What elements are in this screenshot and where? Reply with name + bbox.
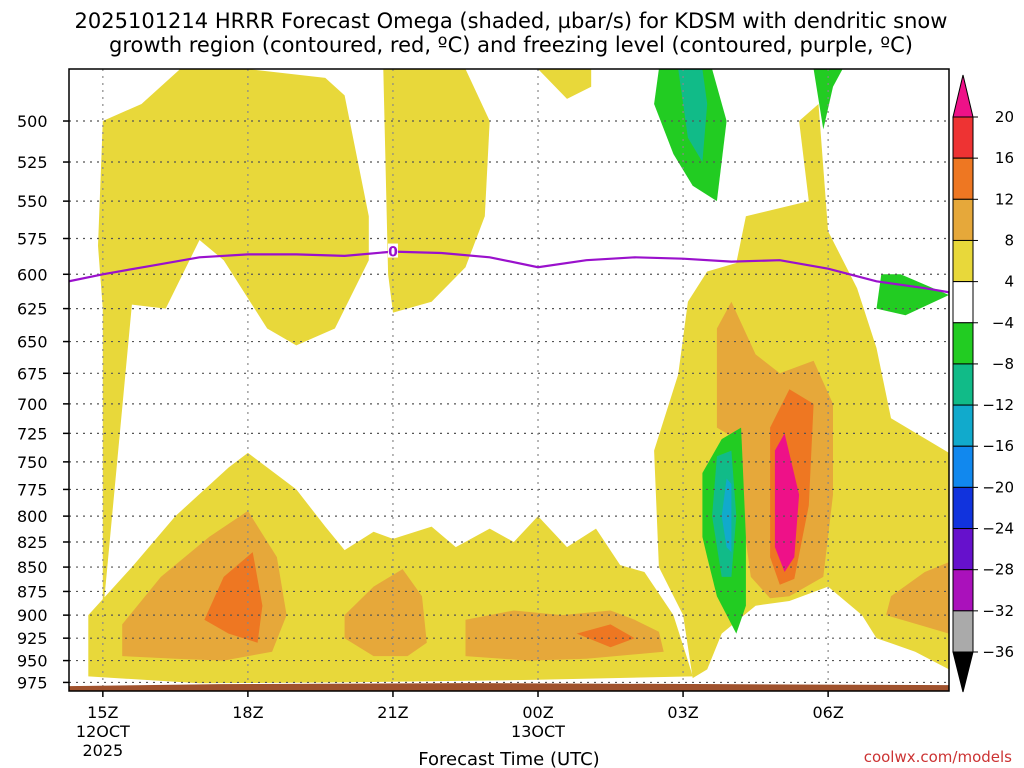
omega-shading (88, 69, 949, 684)
freezing-level: 0 (69, 243, 949, 294)
x-tick-label: 03Z (667, 703, 698, 722)
colorbar-swatch (952, 198, 974, 241)
y-tick-label: 900 (17, 606, 48, 625)
colorbar-label: −36 (982, 643, 1014, 661)
y-tick-label: 875 (17, 582, 48, 601)
omega-region-9 (886, 562, 949, 634)
colorbar-label: −12 (982, 396, 1014, 414)
y-axis-ticks: 500 525 550 575 600 625 650 675 700 725 750 775 800 8… (17, 112, 69, 692)
y-tick-label: 700 (17, 395, 48, 414)
freezing-level-label: 0 (388, 245, 398, 261)
x-tick-year: 2025 (82, 741, 123, 760)
x-tick-label: 06Z (812, 703, 843, 722)
y-tick-label: 850 (17, 558, 48, 577)
colorbar-bottom-arrow (952, 651, 974, 693)
omega-region-0 (98, 69, 369, 616)
colorbar-swatch (952, 239, 974, 283)
omega-region-2 (538, 69, 592, 99)
y-tick-label: 525 (17, 153, 48, 172)
colorbar-label: 20 (995, 108, 1014, 126)
y-tick-label: 750 (17, 453, 48, 472)
colorbar-swatch (952, 404, 974, 447)
colorbar-label: 8 (1004, 231, 1014, 249)
colorbar-swatch (952, 363, 974, 406)
x-tick-date: 13OCT (511, 722, 565, 741)
y-tick-label: 725 (17, 424, 48, 443)
chart-title-line-1: 2025101214 HRRR Forecast Omega (shaded, … (75, 9, 948, 33)
x-tick-label: 00Z (522, 703, 553, 722)
colorbar-swatch (952, 528, 974, 571)
colorbar-swatch (952, 322, 974, 365)
grid-lines (69, 69, 949, 691)
omega-region-20 (721, 478, 732, 553)
colorbar-label: −4 (992, 314, 1014, 332)
y-tick-label: 775 (17, 480, 48, 499)
chart-title-line-2: growth region (contoured, red, ºC) and f… (109, 33, 913, 57)
colorbar-label: −20 (982, 478, 1014, 496)
y-tick-label: 650 (17, 333, 48, 352)
x-tick-label: 15Z (87, 703, 118, 722)
y-tick-label: 925 (17, 629, 48, 648)
colorbar-label: 4 (1004, 273, 1014, 291)
terrain (69, 683, 949, 691)
terrain-band (69, 683, 949, 691)
colorbar: 20 16 12 8 4 −4 −8 −12 −16 −20 −24 −28 −32 −36 (952, 74, 1014, 693)
omega-region-18 (678, 69, 708, 162)
y-tick-label: 800 (17, 507, 48, 526)
colorbar-swatch (952, 569, 974, 612)
omega-region-11 (576, 624, 635, 648)
y-tick-label: 575 (17, 230, 48, 249)
y-tick-label: 950 (17, 652, 48, 671)
omega-region-6 (344, 569, 427, 657)
y-tick-label: 675 (17, 364, 48, 383)
colorbar-swatch (952, 610, 974, 653)
colorbar-label: −16 (982, 437, 1014, 455)
omega-region-13 (774, 433, 800, 572)
plot-frame (68, 68, 950, 692)
x-tick-date: 12OCT (76, 722, 130, 741)
y-tick-label: 600 (17, 265, 48, 284)
x-tick-label: 21Z (377, 703, 408, 722)
colorbar-swatch (952, 116, 974, 159)
colorbar-swatch (952, 486, 974, 530)
y-tick-label: 500 (17, 112, 48, 131)
colorbar-label: 12 (995, 190, 1014, 208)
omega-region-7 (465, 610, 664, 661)
freezing-label-bg (387, 243, 398, 258)
colorbar-label: −28 (982, 561, 1014, 579)
freezing-level-line (69, 250, 949, 294)
y-tick-label: 625 (17, 300, 48, 319)
y-tick-label: 975 (17, 673, 48, 692)
colorbar-label: −32 (982, 602, 1014, 620)
colorbar-label: −24 (982, 520, 1014, 538)
chart-title: 2025101214 HRRR Forecast Omega (shaded, … (75, 9, 948, 57)
credit-text: coolwx.com/models (864, 748, 1012, 766)
colorbar-label: 16 (995, 149, 1014, 167)
omega-region-15 (813, 69, 843, 130)
x-tick-label: 18Z (232, 703, 263, 722)
colorbar-swatch (952, 281, 974, 324)
colorbar-swatch (952, 157, 974, 200)
colorbar-label: −8 (992, 355, 1014, 373)
colorbar-top-arrow (952, 74, 974, 118)
y-tick-label: 825 (17, 533, 48, 552)
colorbar-swatch (952, 445, 974, 488)
y-tick-label: 550 (17, 192, 48, 211)
x-axis-label: Forecast Time (UTC) (418, 749, 599, 768)
